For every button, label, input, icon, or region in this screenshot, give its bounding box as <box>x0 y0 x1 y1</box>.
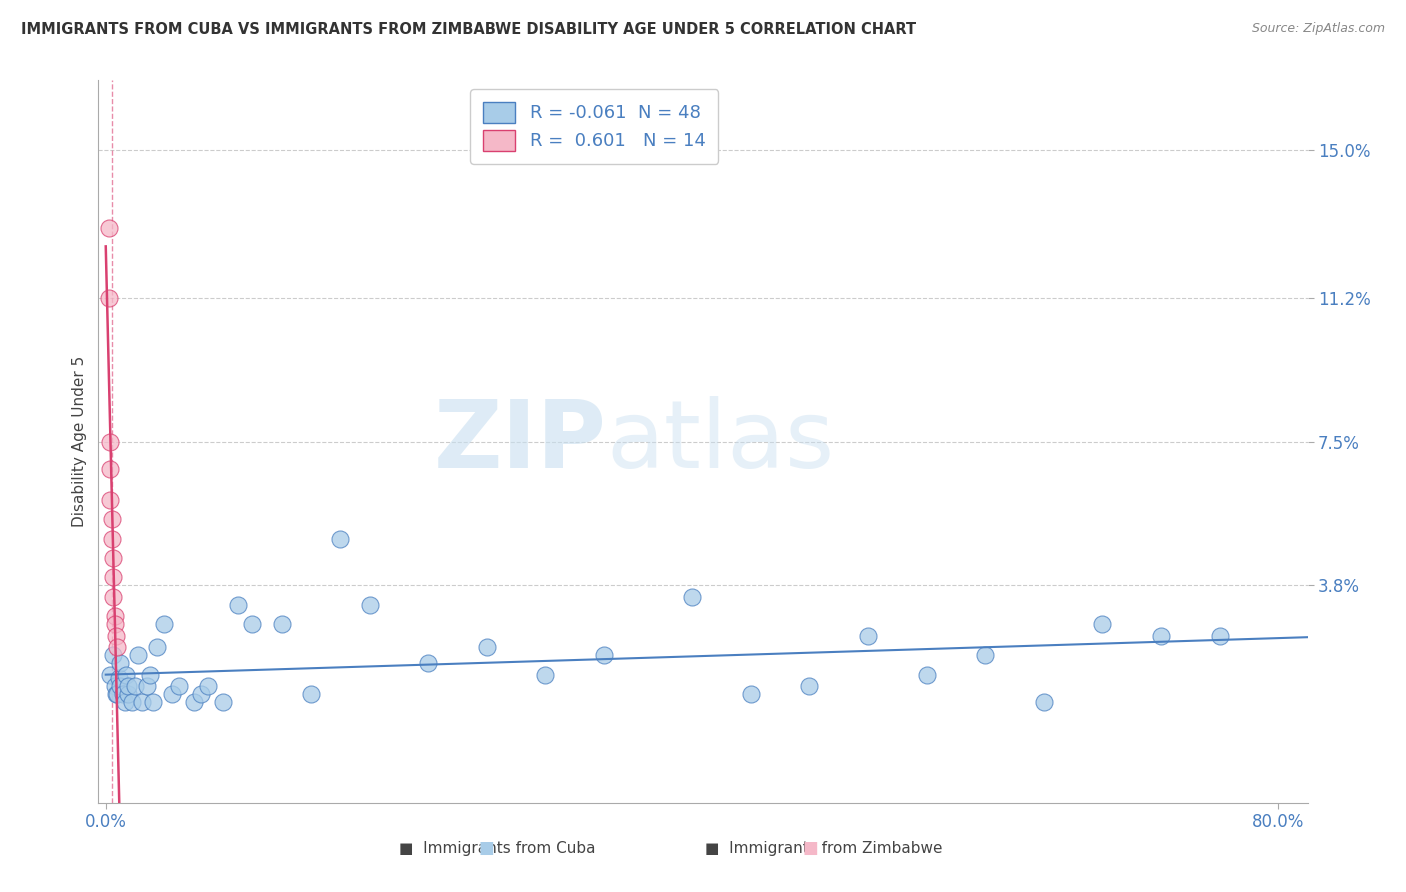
Point <box>105 687 128 701</box>
Point <box>101 590 124 604</box>
Point <box>101 551 124 566</box>
Point <box>197 679 219 693</box>
Legend: R = -0.061  N = 48, R =  0.601   N = 14: R = -0.061 N = 48, R = 0.601 N = 14 <box>470 89 718 163</box>
Point <box>329 532 352 546</box>
Point <box>240 617 263 632</box>
Text: ■  Immigrants from Zimbabwe: ■ Immigrants from Zimbabwe <box>706 841 942 856</box>
Point <box>799 679 821 693</box>
Point <box>98 492 121 507</box>
Point <box>97 220 120 235</box>
Point <box>110 656 132 670</box>
Point <box>1032 695 1054 709</box>
Point <box>475 640 498 655</box>
Point <box>103 609 125 624</box>
Point <box>1150 629 1173 643</box>
Point <box>418 656 440 670</box>
Point <box>107 640 129 655</box>
Point <box>108 672 131 686</box>
Point <box>681 590 703 604</box>
Text: ■: ■ <box>478 839 494 857</box>
Point <box>124 679 146 693</box>
Point <box>98 434 121 449</box>
Point <box>740 687 762 701</box>
Point <box>121 695 143 709</box>
Point <box>856 629 879 643</box>
Point <box>153 617 176 632</box>
Text: ■  Immigrants from Cuba: ■ Immigrants from Cuba <box>399 841 596 856</box>
Point <box>105 629 128 643</box>
Point <box>115 667 138 681</box>
Point <box>127 648 149 663</box>
Text: Source: ZipAtlas.com: Source: ZipAtlas.com <box>1251 22 1385 36</box>
Point <box>107 687 129 701</box>
Point <box>138 667 160 681</box>
Point <box>98 461 121 475</box>
Point <box>167 679 190 693</box>
Point <box>1208 629 1230 643</box>
Point <box>112 687 135 701</box>
Point <box>146 640 169 655</box>
Point <box>131 695 153 709</box>
Point <box>117 679 139 693</box>
Text: IMMIGRANTS FROM CUBA VS IMMIGRANTS FROM ZIMBABWE DISABILITY AGE UNDER 5 CORRELAT: IMMIGRANTS FROM CUBA VS IMMIGRANTS FROM … <box>21 22 917 37</box>
Point <box>359 598 381 612</box>
Point <box>97 291 120 305</box>
Point <box>593 648 616 663</box>
Point <box>299 687 322 701</box>
Point <box>117 687 139 701</box>
Point <box>110 679 132 693</box>
Text: ■: ■ <box>801 839 818 857</box>
Point <box>1091 617 1114 632</box>
Point <box>534 667 557 681</box>
Point <box>100 512 122 526</box>
Point <box>183 695 205 709</box>
Point <box>135 679 157 693</box>
Point <box>915 667 938 681</box>
Point <box>103 679 125 693</box>
Y-axis label: Disability Age Under 5: Disability Age Under 5 <box>72 356 87 527</box>
Point <box>100 532 122 546</box>
Text: atlas: atlas <box>606 395 835 488</box>
Point <box>101 570 124 584</box>
Point <box>270 617 292 632</box>
Point <box>226 598 249 612</box>
Point <box>160 687 183 701</box>
Point <box>98 667 121 681</box>
Point <box>142 695 165 709</box>
Point <box>974 648 997 663</box>
Point <box>103 617 125 632</box>
Point <box>190 687 212 701</box>
Text: ZIP: ZIP <box>433 395 606 488</box>
Point <box>114 695 136 709</box>
Point <box>101 648 124 663</box>
Point <box>212 695 235 709</box>
